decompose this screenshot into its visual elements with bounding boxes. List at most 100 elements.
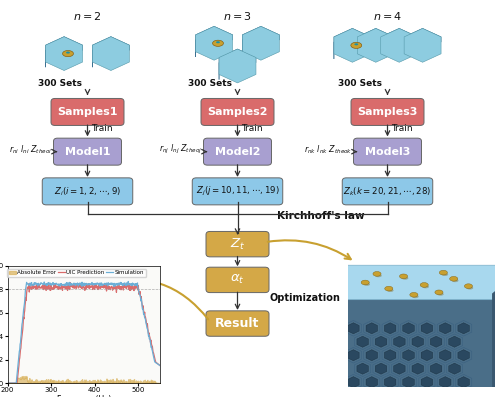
- Polygon shape: [242, 26, 280, 60]
- Ellipse shape: [400, 274, 407, 279]
- UIC Prediction: [101, 286, 107, 291]
- FancyBboxPatch shape: [206, 311, 269, 336]
- Ellipse shape: [422, 285, 429, 288]
- Polygon shape: [92, 37, 130, 67]
- Polygon shape: [358, 29, 395, 62]
- Line: UIC Prediction: UIC Prediction: [8, 283, 160, 383]
- Ellipse shape: [66, 52, 70, 54]
- Ellipse shape: [466, 287, 473, 289]
- Ellipse shape: [437, 293, 444, 296]
- Text: Optimization: Optimization: [270, 293, 341, 303]
- Ellipse shape: [212, 40, 224, 46]
- Polygon shape: [492, 291, 495, 387]
- Ellipse shape: [402, 277, 408, 280]
- Text: $r_{nk}\ l_{nk}\ Z_{theok}$: $r_{nk}\ l_{nk}\ Z_{theok}$: [304, 143, 352, 156]
- Ellipse shape: [387, 289, 394, 292]
- Ellipse shape: [410, 293, 418, 297]
- FancyBboxPatch shape: [342, 178, 432, 205]
- Text: $n=2$: $n=2$: [73, 10, 102, 22]
- Ellipse shape: [412, 295, 418, 298]
- Polygon shape: [358, 29, 395, 59]
- Text: Result: Result: [216, 317, 260, 330]
- Text: $Z_j(j=10,11,\cdots,19)$: $Z_j(j=10,11,\cdots,19)$: [196, 185, 280, 198]
- Polygon shape: [46, 37, 82, 71]
- FancyBboxPatch shape: [206, 267, 269, 293]
- Ellipse shape: [464, 284, 472, 289]
- Polygon shape: [196, 26, 232, 57]
- FancyBboxPatch shape: [346, 265, 496, 300]
- Simulation: [65, 281, 71, 285]
- Polygon shape: [219, 49, 256, 83]
- UIC Prediction: [54, 284, 60, 289]
- Simulation: [116, 281, 121, 286]
- Polygon shape: [404, 29, 441, 62]
- UIC Prediction: [4, 381, 10, 385]
- Text: Train: Train: [92, 124, 113, 133]
- Polygon shape: [334, 29, 371, 62]
- Text: $n=3$: $n=3$: [223, 10, 252, 22]
- Text: $Z_i(i=1,2,\cdots,9)$: $Z_i(i=1,2,\cdots,9)$: [54, 185, 121, 198]
- Text: Samples3: Samples3: [358, 107, 418, 117]
- Text: Model3: Model3: [365, 146, 410, 157]
- Text: 300 Sets: 300 Sets: [38, 79, 82, 88]
- UIC Prediction: [67, 280, 73, 285]
- Ellipse shape: [373, 272, 381, 276]
- Text: Samples1: Samples1: [57, 107, 118, 117]
- Simulation: [54, 282, 60, 287]
- UIC Prediction: [23, 295, 29, 300]
- Polygon shape: [334, 29, 371, 59]
- Text: Model2: Model2: [215, 146, 260, 157]
- Text: Samples2: Samples2: [208, 107, 268, 117]
- FancyBboxPatch shape: [54, 138, 122, 165]
- Ellipse shape: [375, 274, 382, 277]
- FancyBboxPatch shape: [354, 138, 422, 165]
- Polygon shape: [219, 49, 256, 80]
- Ellipse shape: [420, 283, 428, 287]
- Simulation: [126, 279, 132, 284]
- Ellipse shape: [435, 290, 443, 295]
- UIC Prediction: [157, 363, 163, 368]
- Ellipse shape: [216, 41, 220, 43]
- FancyBboxPatch shape: [206, 231, 269, 257]
- Simulation: [100, 282, 106, 287]
- Polygon shape: [46, 37, 82, 67]
- Text: $\alpha_t$: $\alpha_t$: [230, 274, 245, 286]
- Text: $Z_k(k=20,21,\cdots,28)$: $Z_k(k=20,21,\cdots,28)$: [344, 185, 432, 198]
- Ellipse shape: [364, 283, 370, 286]
- Simulation: [4, 381, 10, 385]
- Ellipse shape: [450, 276, 458, 281]
- Ellipse shape: [354, 43, 358, 45]
- Ellipse shape: [442, 273, 448, 276]
- FancyBboxPatch shape: [51, 98, 124, 125]
- UIC Prediction: [115, 286, 121, 291]
- UIC Prediction: [65, 287, 71, 291]
- Polygon shape: [404, 29, 441, 59]
- Ellipse shape: [440, 270, 448, 275]
- Ellipse shape: [361, 280, 370, 285]
- Legend: Absolute Error, UIC Prediction, Simulation: Absolute Error, UIC Prediction, Simulati…: [7, 269, 145, 277]
- Text: 300 Sets: 300 Sets: [338, 79, 382, 88]
- FancyBboxPatch shape: [351, 98, 424, 125]
- Line: Simulation: Simulation: [8, 281, 160, 383]
- Text: $Z_t$: $Z_t$: [230, 237, 245, 252]
- Polygon shape: [242, 26, 280, 57]
- Polygon shape: [380, 29, 418, 59]
- Bar: [348, 291, 495, 387]
- Text: 300 Sets: 300 Sets: [188, 79, 232, 88]
- Ellipse shape: [452, 279, 458, 282]
- Text: Kirchhoff's law: Kirchhoff's law: [278, 211, 365, 222]
- FancyBboxPatch shape: [192, 178, 282, 205]
- Polygon shape: [380, 29, 418, 62]
- Ellipse shape: [384, 286, 393, 291]
- Text: Train: Train: [392, 124, 413, 133]
- Text: Train: Train: [242, 124, 263, 133]
- Ellipse shape: [351, 42, 362, 48]
- Text: $n=4$: $n=4$: [373, 10, 402, 22]
- X-axis label: Frequency(Hz): Frequency(Hz): [56, 395, 112, 397]
- Polygon shape: [196, 26, 232, 60]
- Simulation: [157, 363, 163, 368]
- Simulation: [23, 285, 29, 290]
- FancyBboxPatch shape: [201, 98, 274, 125]
- Text: $r_{nj}\ l_{nj}\ Z_{theoj}$: $r_{nj}\ l_{nj}\ Z_{theoj}$: [160, 143, 202, 156]
- UIC Prediction: [116, 285, 121, 290]
